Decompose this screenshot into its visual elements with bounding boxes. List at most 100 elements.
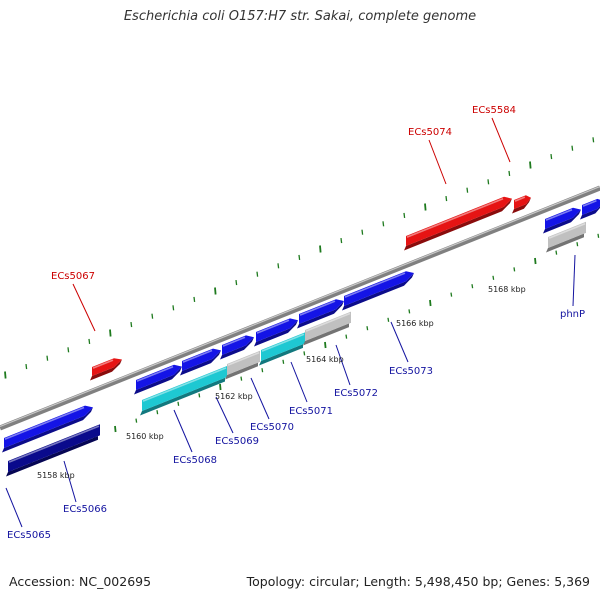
gene-label-ecs5071[interactable]: ECs5071 xyxy=(289,406,333,417)
gene-ECs5584[interactable] xyxy=(512,195,531,214)
tick-mark xyxy=(282,359,285,364)
scale-label: 5164 kbp xyxy=(306,355,344,364)
tick-mark xyxy=(219,383,222,391)
label-connector-ecs5065 xyxy=(5,487,23,528)
cds-ECs5072[interactable] xyxy=(303,311,351,346)
label-connector-ecs5071 xyxy=(290,361,308,403)
gene-ECs5068[interactable] xyxy=(134,364,182,395)
feature-shadow xyxy=(140,371,227,416)
feature-body xyxy=(136,364,182,390)
gene-ECs5065[interactable] xyxy=(2,405,93,453)
tick-mark xyxy=(235,280,238,286)
tick-mark xyxy=(508,170,511,176)
label-connector-ecs5068 xyxy=(173,409,193,453)
gene-ECs5070[interactable] xyxy=(220,335,254,360)
cds-phnP[interactable] xyxy=(546,221,586,253)
feature-body xyxy=(305,311,351,341)
feature-highlight xyxy=(545,208,573,221)
tick-mark xyxy=(492,275,495,280)
gene-ECs5072[interactable] xyxy=(297,299,344,329)
backbone-highlight xyxy=(0,185,600,428)
feature-highlight xyxy=(256,319,290,334)
feature-highlight xyxy=(514,196,526,202)
tick-mark xyxy=(555,250,558,255)
feature-shadow xyxy=(546,227,586,253)
tick-mark xyxy=(529,161,532,169)
gene-label-ecs5584[interactable]: ECs5584 xyxy=(472,105,516,116)
gene-phnP[interactable] xyxy=(543,207,581,234)
feature-shadow xyxy=(225,356,260,380)
feature-body xyxy=(344,271,414,306)
gene-label-ecs5068[interactable]: ECs5068 xyxy=(173,455,217,466)
feature-highlight xyxy=(136,365,174,382)
feature-body xyxy=(8,424,100,472)
feature-highlight xyxy=(4,406,85,440)
feature-shadow xyxy=(404,198,512,251)
feature-body xyxy=(514,195,531,209)
feature-body xyxy=(4,405,93,448)
tick-mark xyxy=(135,418,138,423)
label-connector-ecs5074 xyxy=(428,139,447,185)
tick-mark xyxy=(408,309,411,314)
feature-highlight xyxy=(182,349,213,363)
backbone-line xyxy=(0,185,600,431)
tick-mark xyxy=(487,179,490,185)
feature-highlight xyxy=(406,197,504,238)
tick-mark xyxy=(172,305,175,311)
gene-label-ecs5069[interactable]: ECs5069 xyxy=(215,436,259,447)
feature-body xyxy=(261,332,305,361)
label-connectors xyxy=(5,117,576,528)
feature-shadow xyxy=(297,301,344,329)
gene-label-ecs5067[interactable]: ECs5067 xyxy=(51,271,95,282)
gene-ECs5069[interactable] xyxy=(180,348,221,376)
gene-label-ecs5066[interactable]: ECs5066 xyxy=(63,504,107,515)
label-connector-phnp xyxy=(572,254,576,307)
cds-ECs5068[interactable] xyxy=(140,366,227,416)
feature-body xyxy=(92,358,122,376)
tick-marks xyxy=(4,137,600,475)
feature-body xyxy=(227,350,260,375)
gene-ECs5073[interactable] xyxy=(342,271,414,311)
scale-labels: 5158 kbp 5160 kbp 5162 kbp 5164 kbp 5166 kbp… xyxy=(37,285,526,480)
tick-mark xyxy=(361,229,364,235)
gene-label-ecs5070[interactable]: ECs5070 xyxy=(250,422,294,433)
gene-ECs5074[interactable] xyxy=(404,196,512,251)
feature-highlight xyxy=(142,367,227,402)
feature-shadow xyxy=(543,209,581,234)
tick-mark xyxy=(366,326,369,331)
gene-label-ecs5065[interactable]: ECs5065 xyxy=(7,530,51,541)
gene-ECs5071[interactable] xyxy=(254,318,298,347)
feature-body xyxy=(256,318,298,342)
label-connector-ecs5066 xyxy=(63,460,77,503)
feature-shadow xyxy=(134,366,182,395)
tick-mark xyxy=(88,338,91,344)
feature-body xyxy=(299,299,344,324)
label-connector-ecs5067 xyxy=(72,283,96,332)
scale-label: 5162 kbp xyxy=(215,392,253,401)
tick-mark xyxy=(214,287,217,295)
feature-body xyxy=(182,348,221,371)
tick-mark xyxy=(340,238,343,244)
feature-shadow xyxy=(512,197,531,214)
tick-mark xyxy=(261,368,264,373)
tick-mark xyxy=(424,203,427,211)
cds-ECs5071[interactable] xyxy=(259,332,305,366)
gene-label-ecs5072[interactable]: ECs5072 xyxy=(334,388,378,399)
label-connector-ecs5069 xyxy=(215,396,234,434)
gene-label-ecs5073[interactable]: ECs5073 xyxy=(389,366,433,377)
gene-label-ecs5074[interactable]: ECs5074 xyxy=(408,127,452,138)
gene-phnP-next[interactable] xyxy=(580,198,600,220)
cds-ECs5069[interactable] xyxy=(225,350,260,380)
scale-label: 5158 kbp xyxy=(37,471,75,480)
feature-shadow xyxy=(180,350,221,376)
tick-mark xyxy=(550,154,553,160)
gene-labels: ECs5065 ECs5066 ECs5067 ECs5068 ECs5069 ECs50… xyxy=(7,105,585,541)
tick-mark xyxy=(324,341,327,349)
feature-shadow xyxy=(254,320,298,347)
gene-label-phnp[interactable]: phnP xyxy=(560,309,585,320)
tick-mark xyxy=(382,221,385,227)
cds-ECs5065[interactable] xyxy=(6,424,100,477)
genome-backbone xyxy=(0,185,600,431)
tick-mark xyxy=(445,196,448,202)
gene-ECs5067[interactable] xyxy=(90,358,122,381)
